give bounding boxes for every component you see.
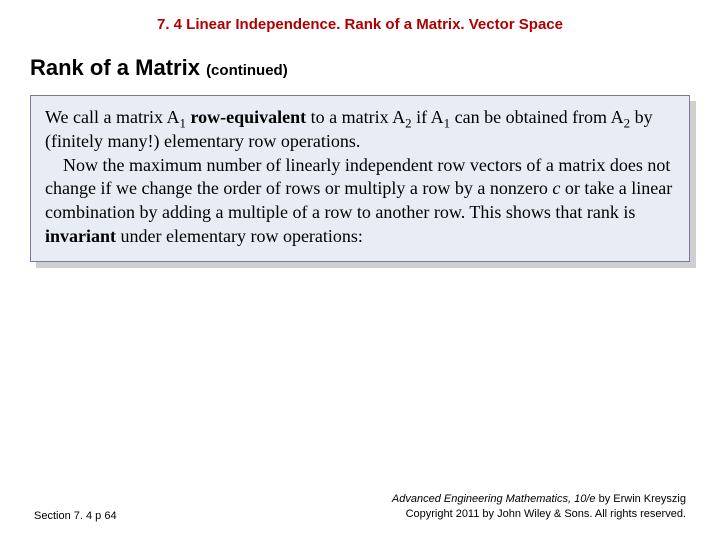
body-text: under elementary row operations: <box>116 226 363 246</box>
footer-right-line1: Advanced Engineering Mathematics, 10/e b… <box>392 492 686 507</box>
subscript: 1 <box>180 116 186 131</box>
body-text: We call a matrix A <box>45 107 180 127</box>
footer: Section 7. 4 p 64 Advanced Engineering M… <box>0 492 720 522</box>
body-text: can be obtained from A <box>450 107 623 127</box>
section-title-main: Rank of a Matrix <box>30 55 200 80</box>
content-box-wrap: We call a matrix A1 row-equivalent to a … <box>30 95 690 262</box>
chapter-header-text: 7. 4 Linear Independence. Rank of a Matr… <box>157 16 563 33</box>
chapter-header: 7. 4 Linear Independence. Rank of a Matr… <box>0 0 720 41</box>
footer-right: Advanced Engineering Mathematics, 10/e b… <box>392 492 686 522</box>
footer-left: Section 7. 4 p 64 <box>34 510 117 522</box>
body-text: if A <box>412 107 444 127</box>
section-title-continued: (continued) <box>206 62 288 79</box>
footer-author: by Erwin Kreyszig <box>596 493 686 505</box>
section-title: Rank of a Matrix (continued) <box>0 41 720 91</box>
content-box: We call a matrix A1 row-equivalent to a … <box>30 95 690 262</box>
body-text: to a matrix A <box>306 107 405 127</box>
footer-right-line2: Copyright 2011 by John Wiley & Sons. All… <box>392 507 686 522</box>
body-bold: row-equivalent <box>190 107 306 127</box>
body-bold: invariant <box>45 226 116 246</box>
footer-book-title: Advanced Engineering Mathematics, 10/e <box>392 493 596 505</box>
